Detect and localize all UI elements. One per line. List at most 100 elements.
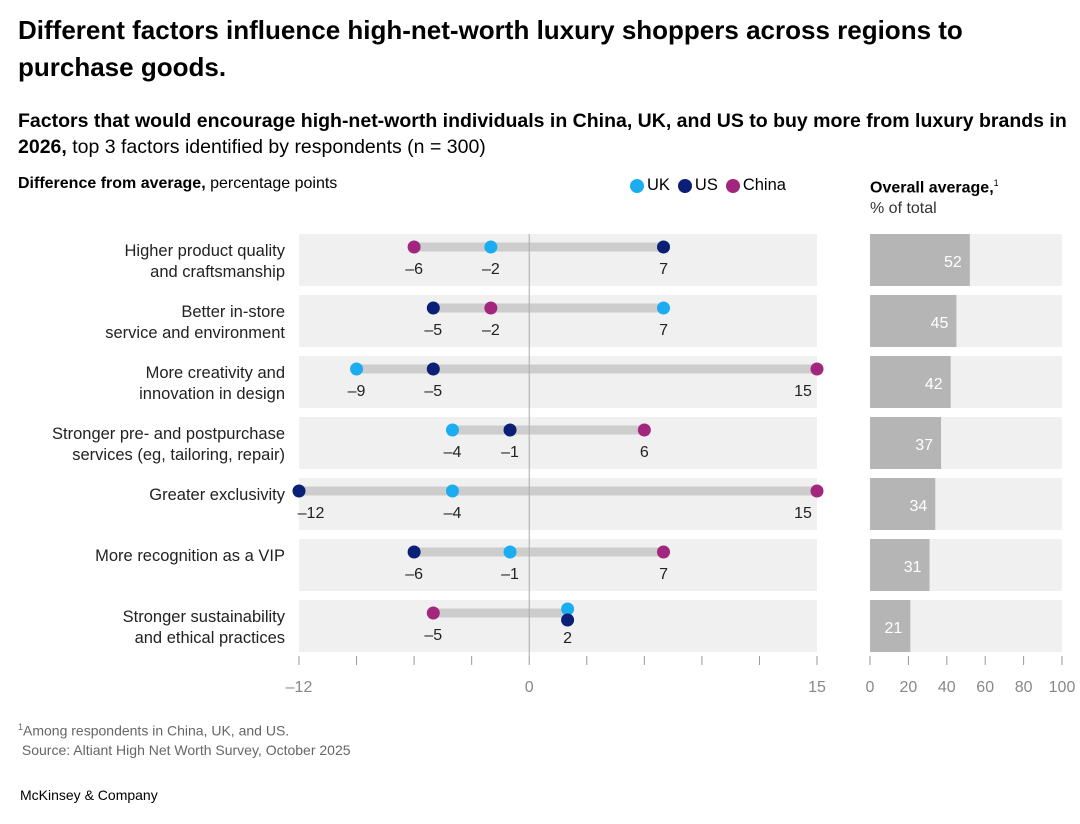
dot-value-label: –4 — [444, 505, 462, 522]
subtitle-bold: Factors that would encourage high-net-wo… — [18, 110, 1067, 158]
right-title-mark: 1 — [993, 178, 999, 188]
bar-value-label: 45 — [931, 315, 949, 332]
right-panel-title: Overall average,1 % of total — [870, 173, 999, 219]
category-label: Better in-store — [181, 303, 285, 321]
dot-china — [637, 423, 651, 437]
dot-china — [657, 545, 671, 559]
dot-us — [292, 484, 306, 498]
category-label: Higher product quality — [124, 242, 285, 260]
category-label: Stronger pre- and postpurchase — [52, 425, 285, 443]
bar-x-tick-label: 40 — [938, 679, 956, 696]
legend-us-swatch — [677, 178, 692, 193]
footnote-text: Among respondents in China, UK, and US. — [23, 722, 290, 739]
dot-china — [810, 484, 824, 498]
dot-us — [503, 423, 517, 437]
left-panel-title: Difference from average, percentage poin… — [18, 175, 337, 193]
category-label: Greater exclusivity — [149, 486, 285, 504]
dot-uk — [445, 423, 459, 437]
x-tick-label: 0 — [525, 679, 534, 696]
bar-value-label: 21 — [885, 620, 903, 637]
chart-title: Different factors influence high-net-wor… — [18, 15, 963, 82]
category-label: innovation in design — [139, 385, 285, 403]
dot-uk — [561, 602, 575, 616]
bar-x-tick-label: 60 — [976, 679, 994, 696]
legend-uk-swatch — [630, 178, 644, 193]
brand-logo: McKinsey & Company — [20, 787, 158, 803]
row-band — [299, 295, 817, 347]
bar-value-label: 34 — [909, 498, 927, 515]
dot-uk — [445, 484, 459, 498]
x-tick-label: 15 — [808, 679, 826, 696]
dot-us — [407, 545, 421, 559]
bar — [870, 234, 970, 286]
dot-value-label: –4 — [444, 444, 462, 461]
dot-value-label: 2 — [563, 630, 572, 647]
row-band — [299, 417, 817, 469]
legend: UK US China — [630, 176, 786, 195]
dot-china — [426, 606, 440, 620]
legend-us: US — [677, 176, 718, 195]
right-title-bold: Overall average, — [870, 179, 994, 197]
category-label: More recognition as a VIP — [95, 547, 285, 565]
dot-value-label: –12 — [298, 505, 325, 522]
bar-x-tick-label: 80 — [1015, 679, 1033, 696]
bar — [870, 478, 936, 530]
bar — [870, 417, 942, 469]
dot-value-label: 7 — [659, 261, 668, 278]
row-band — [299, 600, 817, 652]
category-label: More creativity and — [146, 364, 285, 382]
bar-x-tick-label: 20 — [900, 679, 918, 696]
dot-us — [657, 240, 671, 254]
source-text: Source: Altiant High Net Worth Survey, O… — [21, 741, 351, 758]
dot-value-label: 7 — [659, 566, 668, 583]
bar-value-label: 31 — [904, 559, 922, 576]
bar-value-label: 37 — [915, 437, 933, 454]
bar-value-label: 52 — [944, 254, 962, 271]
dot-value-label: –2 — [482, 322, 500, 339]
row-band — [299, 539, 817, 591]
dot-china — [407, 240, 421, 254]
left-title-rest: percentage points — [205, 175, 338, 192]
dot-value-label: –6 — [405, 566, 423, 583]
legend-us-label: US — [694, 176, 718, 194]
legend-uk: UK — [630, 176, 670, 195]
dot-us — [426, 301, 440, 315]
dot-china — [810, 362, 824, 376]
legend-china-label: China — [742, 176, 786, 194]
dot-value-label: –2 — [482, 261, 500, 278]
dot-value-label: –1 — [501, 566, 519, 583]
dot-value-label: 6 — [640, 444, 649, 461]
bar-x-tick-label: 100 — [1049, 679, 1076, 696]
dot-value-label: 15 — [794, 505, 812, 522]
bar-value-label: 42 — [925, 376, 943, 393]
dot-value-label: –9 — [348, 383, 366, 400]
dot-uk — [503, 545, 517, 559]
dot-value-label: 15 — [794, 383, 812, 400]
dot-china — [484, 301, 498, 315]
dot-us — [426, 362, 440, 376]
left-title-bold: Difference from average, — [18, 175, 206, 192]
category-label: services (eg, tailoring, repair) — [72, 446, 285, 464]
category-label: Stronger sustainability — [123, 608, 286, 626]
dot-us — [561, 613, 575, 627]
bar — [870, 356, 951, 408]
dot-value-label: –5 — [424, 322, 442, 339]
row-band — [299, 478, 817, 530]
x-tick-label: –12 — [286, 679, 313, 696]
category-label: service and environment — [105, 324, 285, 342]
dot-value-label: 7 — [659, 322, 668, 339]
category-label: and craftsmanship — [150, 263, 285, 281]
dot-uk — [484, 240, 498, 254]
bar — [870, 600, 911, 652]
row-band — [299, 234, 817, 286]
legend-china: China — [725, 176, 786, 195]
footnote: 1Among respondents in China, UK, and US.… — [18, 718, 351, 760]
bar — [870, 539, 930, 591]
right-title-sub: % of total — [870, 200, 937, 218]
dot-value-label: –5 — [424, 627, 442, 644]
dot-uk — [350, 362, 364, 376]
row-band — [299, 356, 817, 408]
dot-uk — [657, 301, 671, 315]
